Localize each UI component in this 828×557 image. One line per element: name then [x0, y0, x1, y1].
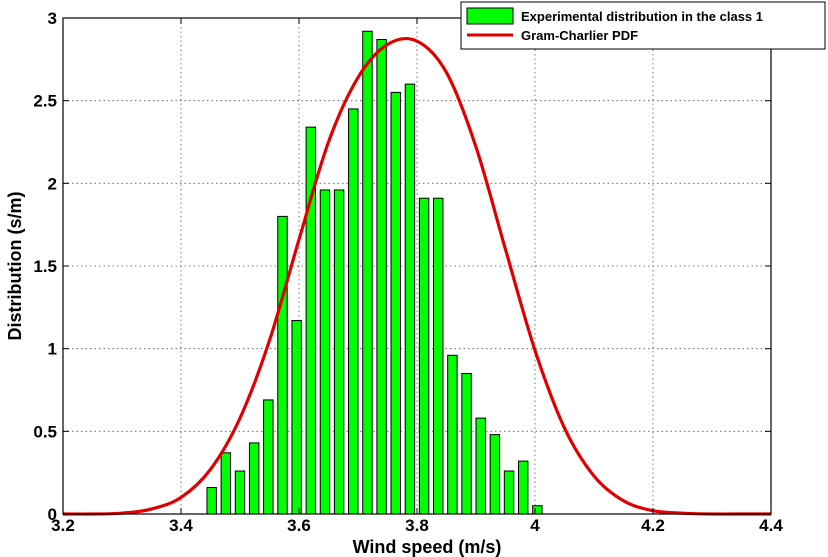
x-tick-label: 3.4 [169, 516, 193, 535]
bar [489, 434, 501, 515]
y-axis-label: Distribution (s/m) [5, 192, 25, 341]
bar [376, 38, 387, 515]
y-tick-labels: 0 0.5 1 1.5 2 2.5 3 [33, 9, 57, 524]
y-tick-label: 0 [48, 505, 57, 524]
bar [362, 30, 373, 515]
x-axis-label: Wind speed (m/s) [353, 537, 502, 557]
bar [248, 442, 260, 515]
bar [390, 91, 401, 515]
y-tick-label: 3 [48, 9, 57, 28]
bar [277, 215, 288, 515]
y-tick-label: 2 [48, 174, 57, 193]
bar [234, 470, 246, 515]
bar [503, 470, 515, 515]
x-tick-label: 4.2 [641, 516, 665, 535]
gram-charlier-curve [62, 36, 771, 516]
bar [348, 108, 359, 515]
bar [461, 372, 472, 515]
legend: Experimental distribution in the class 1… [460, 1, 826, 50]
x-tick-label: 4 [530, 516, 540, 535]
bar [319, 189, 331, 515]
bar [220, 452, 232, 515]
grid [63, 18, 771, 514]
x-tick-label: 3.8 [405, 516, 429, 535]
y-tick-label: 0.5 [33, 422, 57, 441]
bar [532, 505, 543, 515]
bar [206, 487, 217, 515]
legend-bar-label: Experimental distribution in the class 1 [521, 9, 763, 24]
bar [291, 320, 302, 515]
x-tick-label: 3.2 [51, 516, 75, 535]
bar [447, 354, 458, 515]
legend-curve-label: Gram-Charlier PDF [521, 28, 638, 43]
x-tick-label: 3.6 [287, 516, 311, 535]
y-tick-label: 1 [48, 340, 57, 359]
legend-box [460, 1, 826, 50]
bar [333, 189, 345, 515]
x-tick-labels: 3.2 3.4 3.6 3.8 4 4.2 4.4 [51, 516, 783, 535]
legend-bar-swatch [466, 7, 514, 25]
x-tick-label: 4.4 [759, 516, 783, 535]
bar [517, 460, 529, 515]
bar [475, 417, 486, 515]
bar [263, 399, 274, 515]
bar [433, 197, 444, 515]
bar [418, 197, 430, 515]
y-tick-label: 2.5 [33, 92, 57, 111]
bar [404, 83, 416, 515]
y-tick-label: 1.5 [33, 257, 57, 276]
